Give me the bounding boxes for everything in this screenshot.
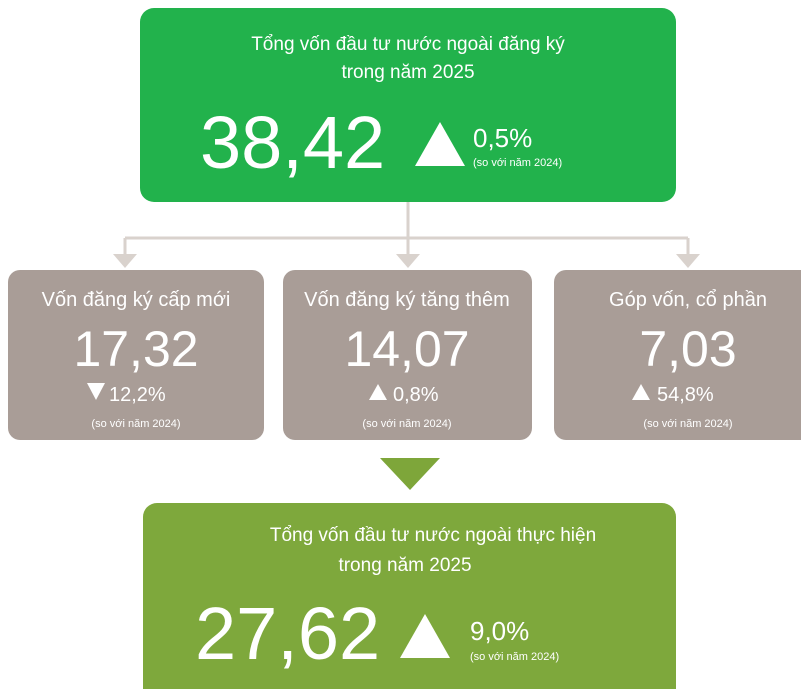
component-note: (so với năm 2024)	[91, 418, 180, 430]
component-note: (so với năm 2024)	[362, 418, 451, 430]
component-box	[283, 270, 532, 440]
component-note: (so với năm 2024)	[643, 418, 732, 430]
bottom-box	[143, 503, 676, 689]
component-value: 7,03	[639, 321, 736, 377]
component-label: Góp vốn, cổ phần	[609, 289, 767, 311]
up-arrow	[369, 384, 387, 400]
up-arrow	[400, 614, 450, 658]
component-label: Vốn đăng ký cấp mới	[42, 289, 231, 311]
up-arrow	[415, 122, 465, 166]
down-arrow	[87, 383, 105, 400]
flow-arrow	[380, 458, 440, 490]
component-change: 0,8%	[393, 384, 439, 406]
top-change: 0,5%	[473, 123, 532, 153]
top-box	[140, 8, 676, 202]
top-title: trong năm 2025	[341, 62, 474, 83]
component-label: Vốn đăng ký tăng thêm	[304, 289, 510, 311]
bottom-title: trong năm 2025	[338, 555, 471, 576]
arrowheads	[113, 254, 700, 268]
up-arrow	[632, 384, 650, 400]
bottom-value: 27,62	[195, 592, 380, 675]
bottom-change: 9,0%	[470, 616, 529, 646]
top-value: 38,42	[200, 101, 385, 184]
component-change: 54,8%	[657, 384, 714, 406]
component-value: 17,32	[73, 321, 198, 377]
connectors	[123, 202, 690, 256]
component-change: 12,2%	[109, 384, 166, 406]
bottom-title: Tổng vốn đầu tư nước ngoài thực hiện	[270, 525, 596, 546]
bottom-note: (so với năm 2024)	[470, 651, 559, 663]
top-title: Tổng vốn đầu tư nước ngoài đăng ký	[251, 34, 565, 55]
component-box	[8, 270, 264, 440]
component-box	[554, 270, 801, 440]
top-note: (so với năm 2024)	[473, 157, 562, 169]
component-value: 14,07	[344, 321, 469, 377]
